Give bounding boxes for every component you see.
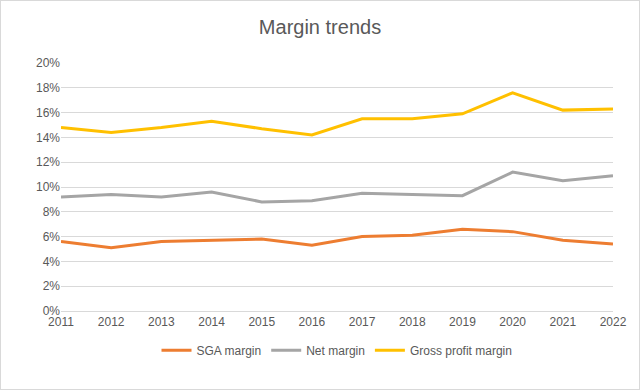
svg-text:2016: 2016 bbox=[299, 315, 326, 329]
svg-text:4%: 4% bbox=[43, 255, 61, 269]
svg-text:18%: 18% bbox=[36, 81, 60, 95]
svg-text:20%: 20% bbox=[36, 56, 60, 70]
svg-text:2021: 2021 bbox=[549, 315, 576, 329]
svg-text:8%: 8% bbox=[43, 205, 61, 219]
svg-text:16%: 16% bbox=[36, 106, 60, 120]
svg-text:10%: 10% bbox=[36, 180, 60, 194]
svg-text:2012: 2012 bbox=[98, 315, 125, 329]
svg-text:14%: 14% bbox=[36, 131, 60, 145]
svg-text:SGA margin: SGA margin bbox=[197, 344, 262, 358]
svg-text:2019: 2019 bbox=[449, 315, 476, 329]
svg-text:Net margin: Net margin bbox=[306, 344, 365, 358]
svg-text:2020: 2020 bbox=[499, 315, 526, 329]
svg-text:2017: 2017 bbox=[349, 315, 376, 329]
svg-text:6%: 6% bbox=[43, 230, 61, 244]
svg-text:2015: 2015 bbox=[248, 315, 275, 329]
svg-text:Gross profit margin: Gross profit margin bbox=[410, 344, 512, 358]
svg-text:Margin trends: Margin trends bbox=[259, 16, 381, 38]
svg-text:2014: 2014 bbox=[198, 315, 225, 329]
svg-text:2018: 2018 bbox=[399, 315, 426, 329]
svg-text:2013: 2013 bbox=[148, 315, 175, 329]
svg-text:2022: 2022 bbox=[600, 315, 627, 329]
svg-text:0%: 0% bbox=[43, 304, 61, 318]
svg-text:2011: 2011 bbox=[48, 315, 74, 329]
svg-text:12%: 12% bbox=[36, 155, 60, 169]
svg-text:2%: 2% bbox=[43, 279, 61, 293]
